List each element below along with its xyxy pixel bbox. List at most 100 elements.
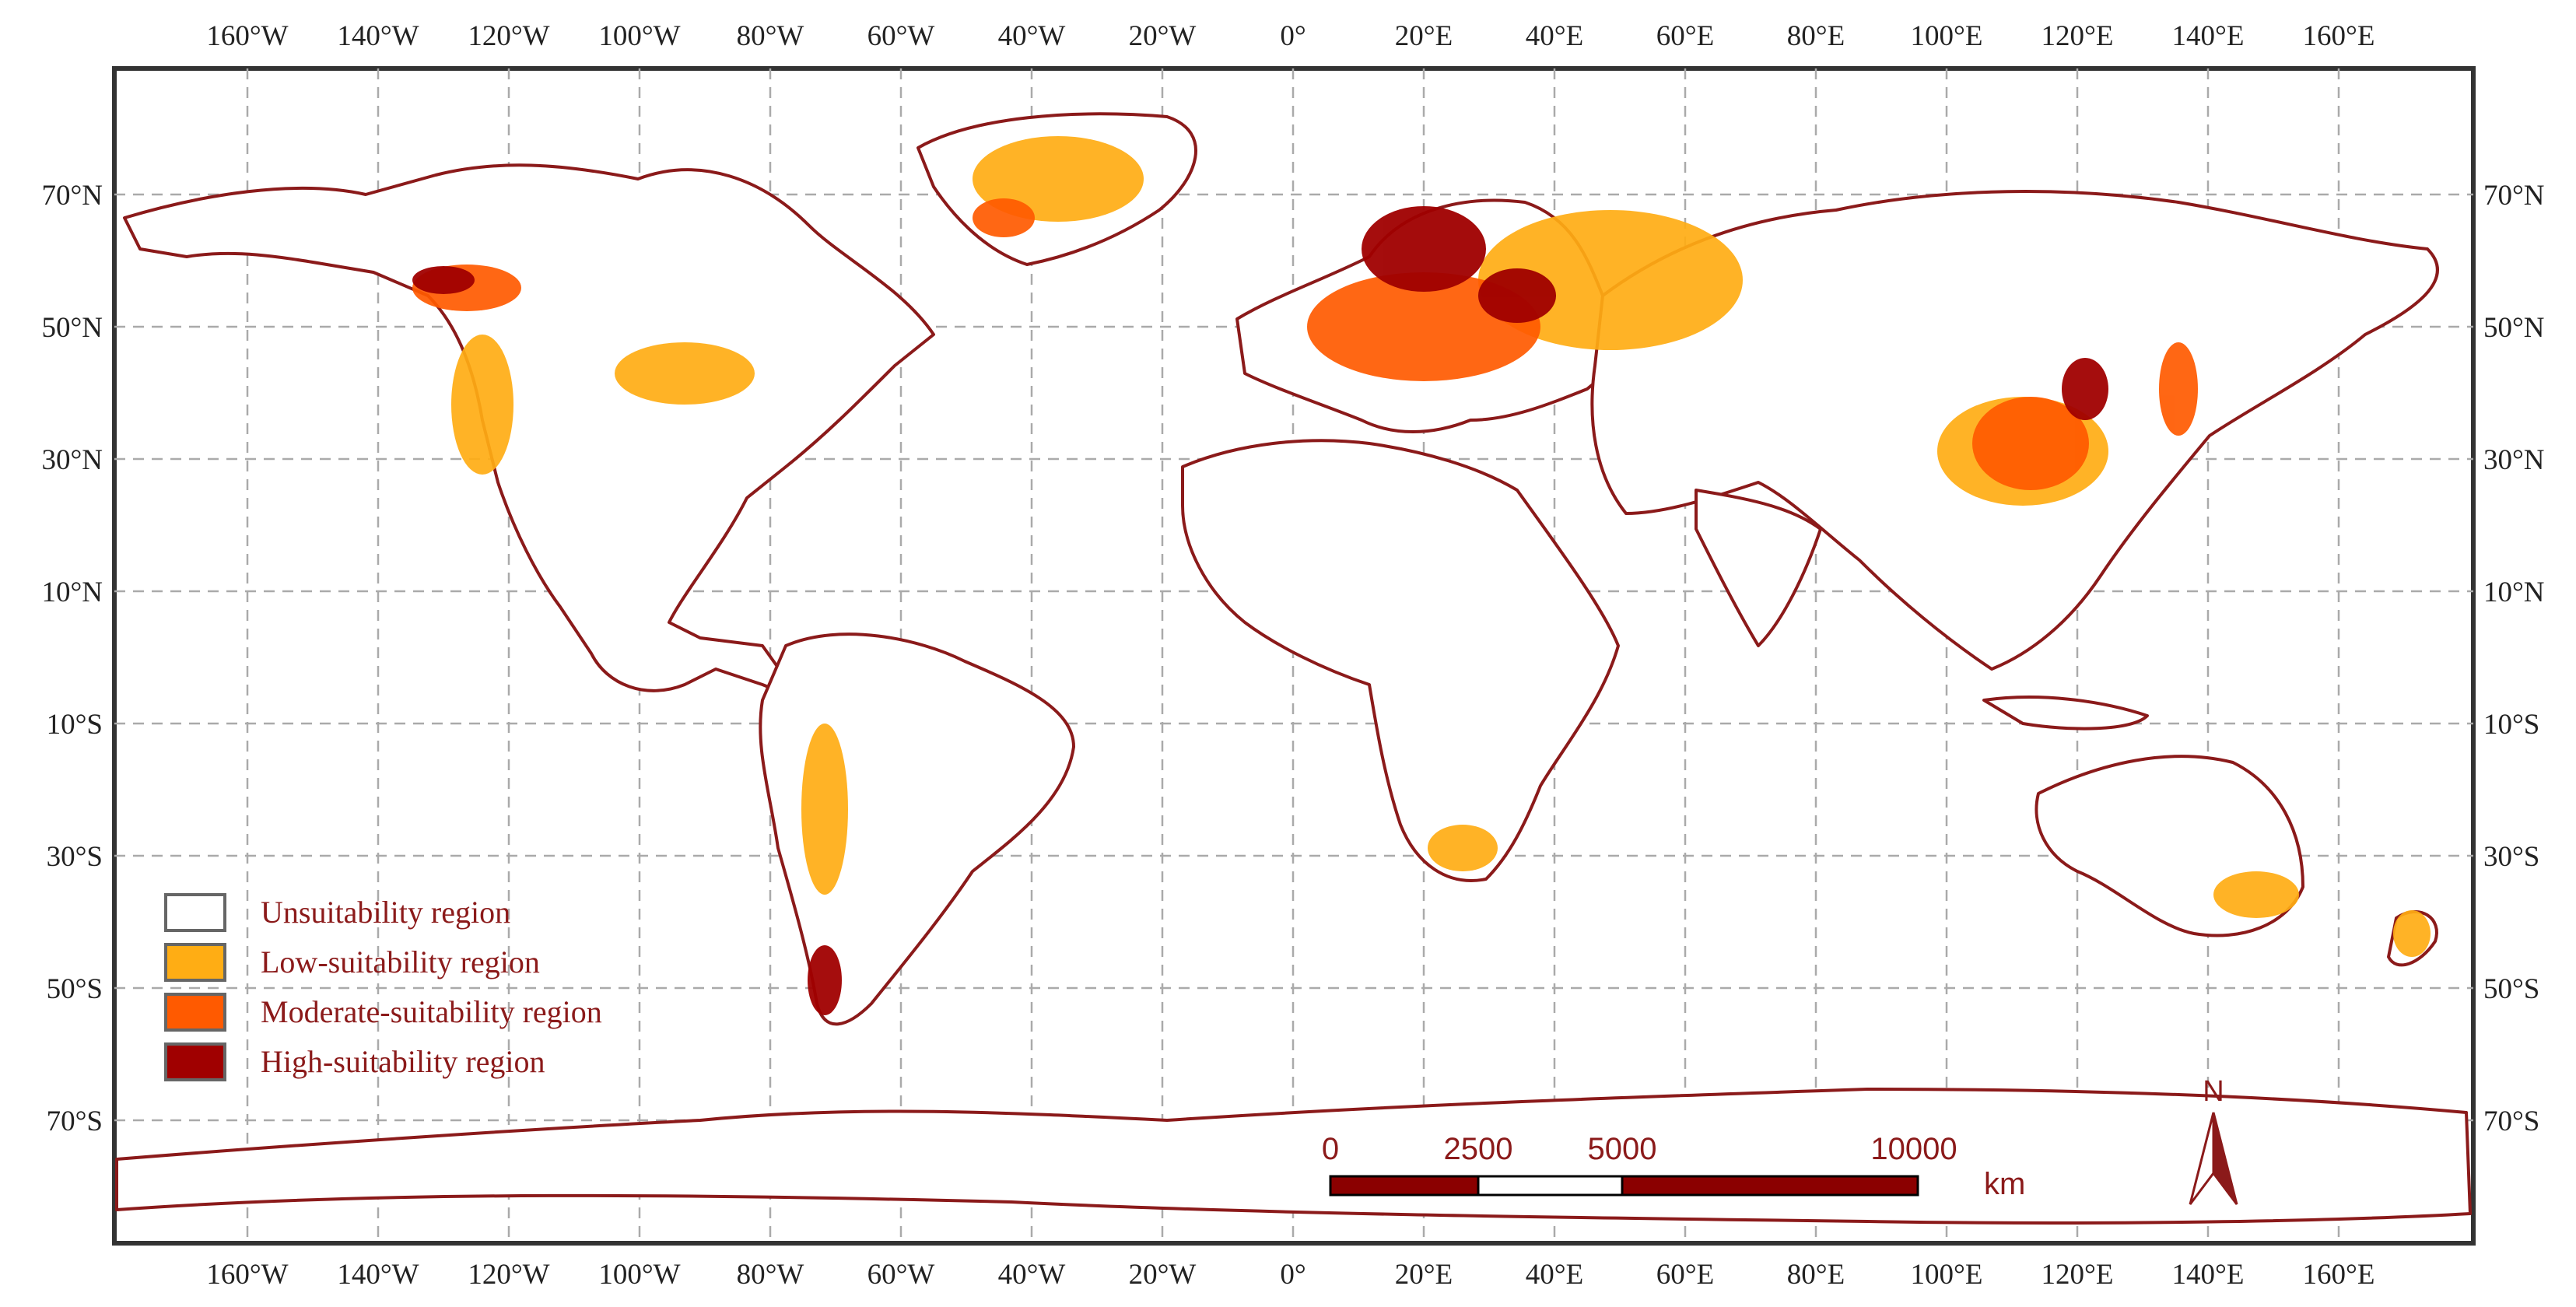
legend-swatch-moderate [164,993,226,1032]
longitude-label-bottom: 140°E [2172,1259,2245,1291]
longitude-label-top: 80°E [1787,20,1845,52]
longitude-label-bottom: 100°E [1911,1259,1983,1291]
zone-new-zealand-low [2393,910,2431,957]
suitability-zones [412,136,2431,1015]
longitude-label-top: 100°W [598,20,680,52]
latitude-label-right: 70°N [2483,180,2545,212]
legend-label-high: High-suitability region [261,1044,545,1079]
latitude-labels-right: 70°N 50°N 30°N 10°N 10°S 30°S 50°S 70°S [2483,180,2545,1137]
longitude-label-top: 120°W [468,20,549,52]
latitude-label-left: 30°N [41,444,103,476]
longitude-label-top: 80°W [737,20,804,52]
indonesia-outline [1982,696,2149,731]
legend: Unsuitability region Low-suitability reg… [164,893,602,1081]
longitude-label-top: 140°W [337,20,419,52]
zone-northeast-china-high [2062,358,2108,420]
zone-north-america-central-low [615,342,755,405]
north-arrow: N [2189,1075,2238,1205]
longitude-label-top: 160°W [206,20,288,52]
legend-label-low: Low-suitability region [261,944,540,979]
latitude-label-right: 10°S [2483,709,2539,741]
longitude-label-bottom: 20°W [1129,1259,1197,1291]
longitude-label-top: 40°E [1526,20,1583,52]
north-arrow-right-half [2212,1112,2238,1205]
longitude-label-bottom: 80°W [737,1259,804,1291]
zone-alaska-high [412,266,475,294]
latitude-label-left: 10°S [47,709,103,741]
longitude-label-bottom: 160°E [2303,1259,2375,1291]
latitude-label-left: 70°N [41,180,103,212]
zone-china-moderate [1972,397,2089,490]
zone-north-america-west-low [451,335,513,475]
legend-item-high: High-suitability region [164,1042,545,1081]
longitude-label-top: 20°E [1395,20,1453,52]
scale-segment-5000-10000 [1621,1175,1919,1197]
longitude-label-bottom: 120°W [468,1259,549,1291]
longitude-label-bottom: 60°E [1656,1259,1714,1291]
longitude-label-bottom: 100°W [598,1259,680,1291]
longitude-labels-top: 160°W 140°W 120°W 100°W 80°W 60°W 40°W 20°W 0° 20… [206,20,2374,52]
longitude-labels-bottom: 160°W 140°W 120°W 100°W 80°W 60°W 40°W 20°W 0° 20… [206,1259,2374,1291]
latitude-label-right: 30°N [2483,444,2545,476]
longitude-label-bottom: 160°W [206,1259,288,1291]
scale-label-10000: 10000 [1870,1132,1957,1166]
scale-label-5000: 5000 [1588,1132,1657,1166]
latitude-label-left: 70°S [47,1106,103,1137]
longitude-label-bottom: 60°W [867,1259,935,1291]
longitude-label-top: 60°W [867,20,935,52]
longitude-label-top: 20°W [1129,20,1197,52]
longitude-label-top: 160°E [2303,20,2375,52]
longitude-label-bottom: 0° [1280,1259,1306,1291]
zone-scandinavia-high [1362,206,1486,292]
latitude-label-left: 10°N [41,576,103,608]
zone-greenland-moderate [973,198,1035,237]
longitude-label-bottom: 140°W [337,1259,419,1291]
latitude-labels-left: 70°N 50°N 30°N 10°N 10°S 30°S 50°S 70°S [41,180,103,1137]
legend-swatch-low [164,943,226,982]
longitude-label-bottom: 120°E [2042,1259,2114,1291]
high-suitability-zones [412,206,2108,1015]
zone-japan-moderate [2159,342,2198,436]
legend-item-low: Low-suitability region [164,943,540,982]
longitude-label-bottom: 20°E [1395,1259,1453,1291]
longitude-label-top: 60°E [1656,20,1714,52]
legend-item-unsuitability: Unsuitability region [164,893,510,932]
north-arrow-label: N [2203,1075,2224,1108]
longitude-label-top: 120°E [2042,20,2114,52]
legend-swatch-high [164,1042,226,1081]
scale-label-2500: 2500 [1444,1132,1513,1166]
legend-swatch-unsuitability [164,893,226,932]
latitude-label-right: 10°N [2483,576,2545,608]
latitude-label-left: 50°S [47,973,103,1005]
longitude-label-bottom: 40°W [998,1259,1066,1291]
longitude-label-top: 140°E [2172,20,2245,52]
longitude-label-top: 40°W [998,20,1066,52]
zone-south-africa-low [1428,825,1498,871]
longitude-label-top: 0° [1280,20,1306,52]
longitude-label-top: 100°E [1911,20,1983,52]
africa-outline [1181,439,1620,882]
latitude-label-right: 50°S [2483,973,2539,1005]
legend-label-unsuitability: Unsuitability region [261,895,510,930]
scale-unit: km [1984,1167,2025,1201]
latitude-label-right: 70°S [2483,1106,2539,1137]
zone-australia-low [2213,871,2299,918]
zone-andes-low [801,724,848,895]
scale-bar: 0 2500 5000 10000 km [1322,1132,2025,1201]
longitude-label-bottom: 40°E [1526,1259,1583,1291]
scale-segment-2500-5000 [1477,1175,1624,1197]
zone-baltic-high [1478,268,1556,323]
scale-label-0: 0 [1322,1132,1339,1166]
longitude-label-bottom: 80°E [1787,1259,1845,1291]
zone-russia-low [1478,210,1743,350]
latitude-label-right: 30°S [2483,841,2539,873]
south-america-outline [759,632,1075,1026]
latitude-label-left: 50°N [41,312,103,344]
latitude-label-left: 30°S [47,841,103,873]
legend-item-moderate: Moderate-suitability region [164,993,602,1032]
india-outline [1695,489,1822,647]
zone-patagonia-high [808,945,842,1015]
scale-segment-0-2500 [1329,1175,1480,1197]
legend-label-moderate: Moderate-suitability region [261,994,602,1029]
